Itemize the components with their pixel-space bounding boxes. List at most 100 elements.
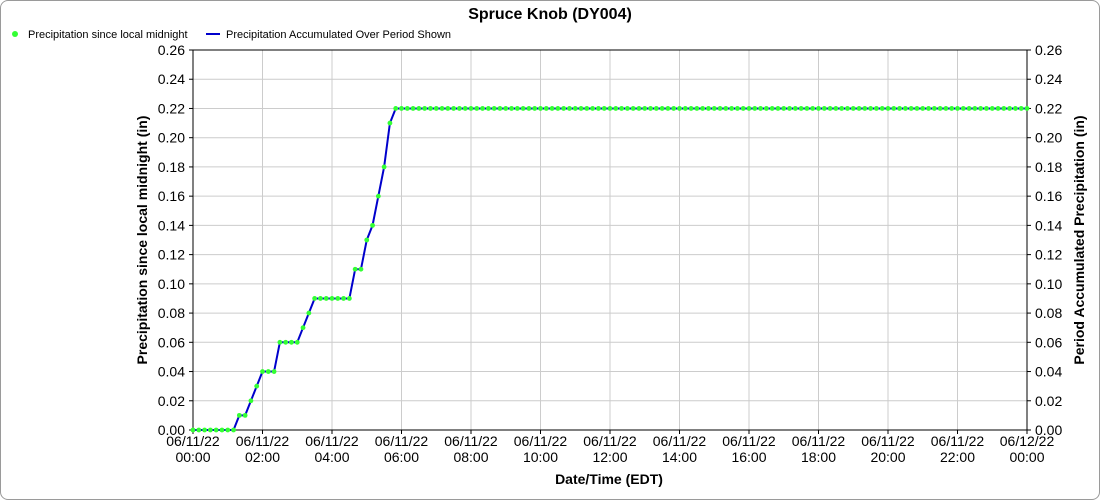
y-tick-label-right: 0.20 <box>1035 130 1062 146</box>
x-axis-label: Date/Time (EDT) <box>555 471 663 487</box>
data-point <box>381 164 387 170</box>
y-tick-label-right: 0.22 <box>1035 100 1062 116</box>
data-point <box>804 106 810 111</box>
data-point <box>735 106 740 111</box>
data-point <box>532 106 538 111</box>
data-point <box>242 412 248 418</box>
data-point <box>1001 106 1007 111</box>
data-point <box>688 106 694 111</box>
data-point <box>451 106 457 111</box>
x-tick-label-date: 06/11/22 <box>931 433 985 449</box>
y-tick-label-right: 0.26 <box>1035 42 1062 58</box>
x-tick-label-time: 02:00 <box>245 449 280 465</box>
x-tick-label-date: 06/11/22 <box>653 433 707 449</box>
data-point <box>729 106 735 111</box>
data-point <box>219 427 225 433</box>
data-point <box>821 106 827 111</box>
x-tick-label-time: 14:00 <box>662 449 697 465</box>
data-point <box>196 427 202 433</box>
data-point <box>630 106 636 111</box>
y-tick-label-left: 0.10 <box>158 276 185 292</box>
data-point <box>943 106 949 111</box>
data-point <box>769 106 775 111</box>
data-point <box>341 296 346 301</box>
y-tick-label-right: 0.24 <box>1035 71 1062 87</box>
data-point <box>607 106 613 111</box>
data-point <box>694 106 700 111</box>
data-point <box>260 369 265 374</box>
data-point <box>989 106 995 111</box>
data-point <box>879 106 885 111</box>
data-point <box>706 106 711 111</box>
data-point <box>1018 106 1024 111</box>
data-point <box>908 106 914 111</box>
data-point <box>567 106 572 111</box>
data-point <box>503 106 509 111</box>
x-tick-label-date: 06/11/22 <box>166 433 220 449</box>
y-tick-label-right: 0.14 <box>1035 217 1062 233</box>
data-point <box>810 106 816 111</box>
data-point <box>781 106 787 111</box>
data-point <box>410 106 416 111</box>
y-tick-label-left: 0.22 <box>158 100 185 116</box>
data-point <box>1007 106 1013 111</box>
data-point <box>949 106 955 111</box>
data-point <box>717 106 723 111</box>
x-tick-label-date: 06/11/22 <box>514 433 568 449</box>
data-point <box>845 106 850 111</box>
x-tick-label-time: 00:00 <box>175 449 210 465</box>
data-point <box>422 106 428 111</box>
x-tick-label-date: 06/11/22 <box>305 433 359 449</box>
x-tick-label-date: 06/11/22 <box>792 433 846 449</box>
data-point <box>862 106 868 111</box>
x-tick-label-time: 04:00 <box>314 449 349 465</box>
x-tick-label-time: 06:00 <box>384 449 419 465</box>
y-tick-label-right: 0.00 <box>1035 422 1062 438</box>
data-point <box>236 412 242 418</box>
data-point <box>978 106 984 111</box>
data-point <box>254 383 260 389</box>
data-point <box>491 106 497 111</box>
data-point <box>514 106 520 111</box>
x-tick-label-time: 12:00 <box>592 449 627 465</box>
data-point <box>839 106 845 111</box>
y-tick-label-left: 0.02 <box>158 393 185 409</box>
data-point <box>1024 106 1030 111</box>
x-tick-label-time: 18:00 <box>801 449 836 465</box>
x-tick-label-time: 16:00 <box>731 449 766 465</box>
data-point <box>590 106 596 111</box>
y-tick-label-right: 0.16 <box>1035 188 1062 204</box>
data-point <box>711 106 717 111</box>
data-point <box>601 106 607 111</box>
data-point <box>364 237 370 243</box>
data-point <box>787 106 792 111</box>
data-point <box>827 106 833 111</box>
data-point <box>329 296 335 301</box>
data-point <box>387 120 393 126</box>
data-point <box>613 106 619 111</box>
y-axis-left-label: Precipitation since local midnight (in) <box>134 116 150 365</box>
data-point <box>746 106 752 111</box>
data-point <box>763 106 769 111</box>
y-tick-label-left: 0.18 <box>158 159 185 175</box>
y-tick-label-left: 0.20 <box>158 130 185 146</box>
data-point <box>248 398 254 404</box>
data-point <box>931 106 937 111</box>
data-point <box>891 106 897 111</box>
data-point <box>520 106 526 111</box>
x-tick-label-time: 10:00 <box>523 449 558 465</box>
data-point <box>653 106 659 111</box>
grid <box>192 49 1028 431</box>
data-point <box>1013 106 1018 111</box>
y-tick-label-right: 0.02 <box>1035 393 1062 409</box>
data-point <box>833 106 839 111</box>
data-point <box>213 427 219 433</box>
data-point <box>497 106 503 111</box>
data-point <box>202 427 207 433</box>
data-point <box>462 106 468 111</box>
data-point <box>457 106 462 111</box>
data-point <box>740 106 746 111</box>
data-point <box>439 106 445 111</box>
data-point <box>416 106 422 111</box>
